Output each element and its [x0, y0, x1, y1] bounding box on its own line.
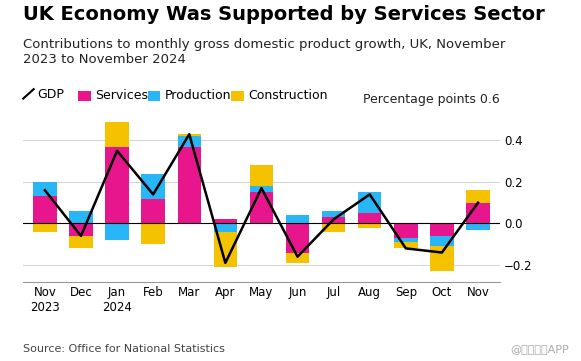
Bar	[394, 242, 418, 248]
Bar	[394, 238, 418, 242]
FancyBboxPatch shape	[231, 91, 244, 101]
Bar	[358, 192, 382, 213]
Bar	[286, 223, 309, 253]
Bar	[250, 165, 273, 186]
Bar	[33, 182, 56, 196]
Bar	[214, 232, 237, 267]
Bar	[141, 199, 165, 223]
Bar	[69, 211, 93, 223]
Bar	[69, 236, 93, 248]
Bar	[214, 223, 237, 232]
Bar	[178, 136, 201, 147]
Bar	[141, 174, 165, 199]
Text: Percentage points 0.6: Percentage points 0.6	[363, 93, 500, 106]
Bar	[286, 253, 309, 263]
Bar	[358, 223, 382, 228]
Bar	[250, 192, 273, 223]
Bar	[467, 190, 490, 203]
Bar	[467, 223, 490, 230]
FancyBboxPatch shape	[148, 91, 160, 101]
Text: Construction: Construction	[248, 89, 328, 102]
Bar	[105, 223, 129, 240]
Bar	[141, 223, 165, 244]
Bar	[286, 215, 309, 223]
Bar	[322, 211, 345, 217]
Bar	[358, 213, 382, 223]
Bar	[214, 219, 237, 223]
Bar	[394, 223, 418, 238]
Bar	[105, 122, 129, 147]
Text: Contributions to monthly gross domestic product growth, UK, November
2023 to Nov: Contributions to monthly gross domestic …	[23, 38, 505, 66]
Bar	[33, 196, 56, 223]
Text: Source: Office for National Statistics: Source: Office for National Statistics	[23, 344, 225, 354]
Bar	[430, 236, 454, 246]
Bar	[430, 246, 454, 271]
Bar	[322, 223, 345, 232]
Bar	[178, 147, 201, 223]
Bar	[322, 217, 345, 223]
Bar	[250, 186, 273, 192]
Bar	[467, 203, 490, 223]
Text: UK Economy Was Supported by Services Sector: UK Economy Was Supported by Services Sec…	[23, 5, 545, 25]
Bar	[105, 147, 129, 223]
Text: Production: Production	[164, 89, 231, 102]
Bar	[430, 223, 454, 236]
Bar	[33, 223, 56, 232]
FancyBboxPatch shape	[78, 91, 91, 101]
Text: @智通财经APP: @智通财经APP	[511, 344, 569, 354]
Text: GDP: GDP	[37, 88, 64, 101]
Bar	[178, 134, 201, 136]
Text: Services: Services	[95, 89, 148, 102]
Bar	[69, 223, 93, 236]
